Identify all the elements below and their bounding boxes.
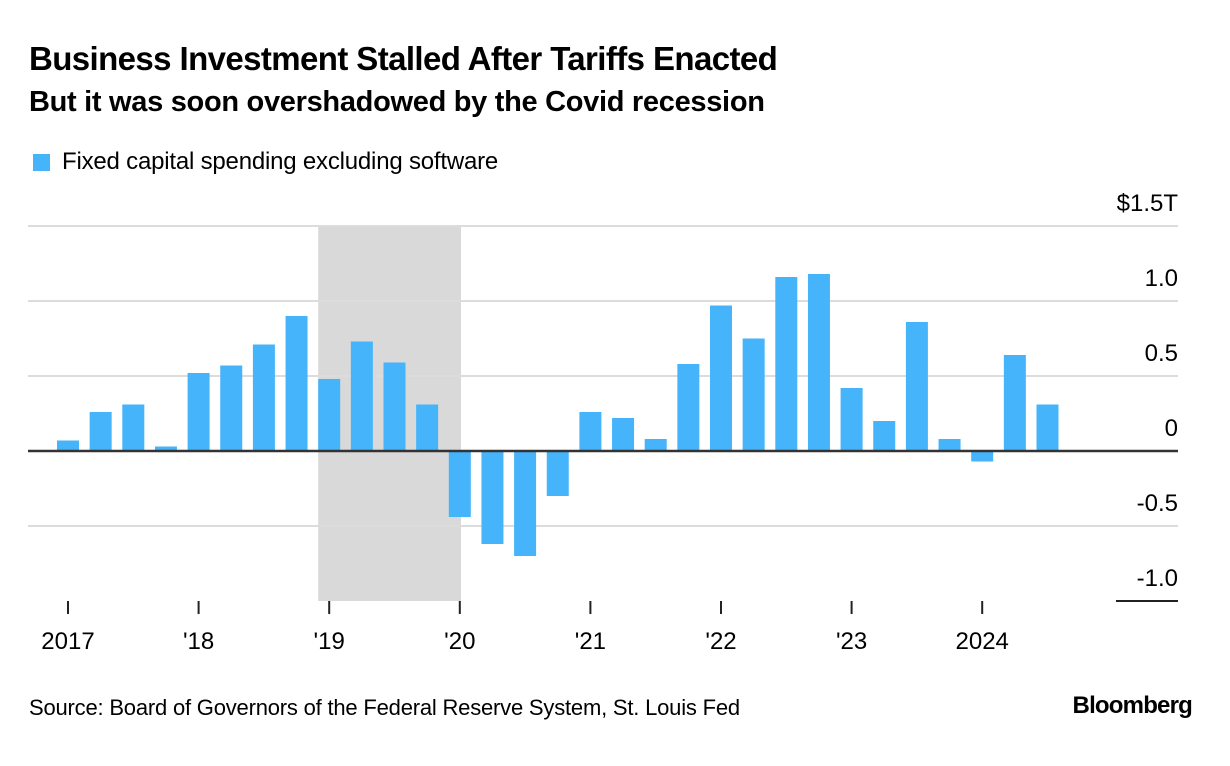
bar <box>742 338 765 451</box>
bar <box>318 379 341 451</box>
x-tick-label: '22 <box>705 628 736 655</box>
bar <box>644 439 667 451</box>
y-tick-labels: $1.5T 1.0 0.5 0 -0.5 -1.0 <box>1117 190 1179 592</box>
x-tick-marks: 2017 '18 '19 '20 '21 '22 '23 2024 <box>41 601 1009 655</box>
x-tick-label: '21 <box>575 628 606 655</box>
y-tick-label: 0.5 <box>1145 340 1178 367</box>
bar-layer <box>57 274 1059 556</box>
bar <box>220 365 243 451</box>
bar <box>57 440 79 451</box>
bar <box>775 277 798 451</box>
bar <box>579 412 602 451</box>
x-tick-label: '18 <box>183 628 214 655</box>
bar <box>546 451 569 496</box>
chart-subtitle: But it was soon overshadowed by the Covi… <box>29 86 765 118</box>
gridline-layer <box>28 225 1178 602</box>
legend: Fixed capital spending excluding softwar… <box>33 148 498 176</box>
bar <box>971 451 994 462</box>
bar <box>89 412 112 451</box>
y-tick-label: $1.5T <box>1117 190 1179 217</box>
bar <box>938 439 961 451</box>
chart-title: Business Investment Stalled After Tariff… <box>29 40 778 77</box>
bar <box>905 322 928 451</box>
legend-label: Fixed capital spending excluding softwar… <box>62 148 499 175</box>
x-tick-label: '23 <box>836 628 867 655</box>
bar <box>187 373 210 451</box>
bar <box>1036 404 1059 451</box>
x-tick-label: 2017 <box>41 628 94 655</box>
x-tick-label: '19 <box>314 628 345 655</box>
y-tick-label: -0.5 <box>1137 490 1178 517</box>
x-tick-label: '20 <box>444 628 475 655</box>
bar <box>252 344 275 451</box>
bar <box>807 274 830 451</box>
y-tick-label: 0 <box>1165 415 1178 442</box>
bar <box>677 364 700 451</box>
bar <box>840 388 863 451</box>
legend-swatch-icon <box>33 153 50 171</box>
bar <box>154 446 177 451</box>
bar <box>285 316 308 451</box>
bar <box>873 421 896 451</box>
bar <box>481 451 504 544</box>
bar <box>383 362 406 451</box>
bar <box>710 305 732 451</box>
y-tick-label: 1.0 <box>1145 265 1178 292</box>
x-tick-label: 2024 <box>956 628 1009 655</box>
source-note: Source: Board of Governors of the Federa… <box>29 695 740 720</box>
bloomberg-logo: Bloomberg <box>1072 692 1193 719</box>
bar <box>612 418 635 451</box>
y-tick-label: -1.0 <box>1137 565 1178 592</box>
bar <box>1003 355 1026 451</box>
bar <box>122 404 145 451</box>
bar <box>448 451 471 517</box>
bar <box>514 451 537 556</box>
bar <box>350 341 373 451</box>
bar <box>416 404 439 451</box>
